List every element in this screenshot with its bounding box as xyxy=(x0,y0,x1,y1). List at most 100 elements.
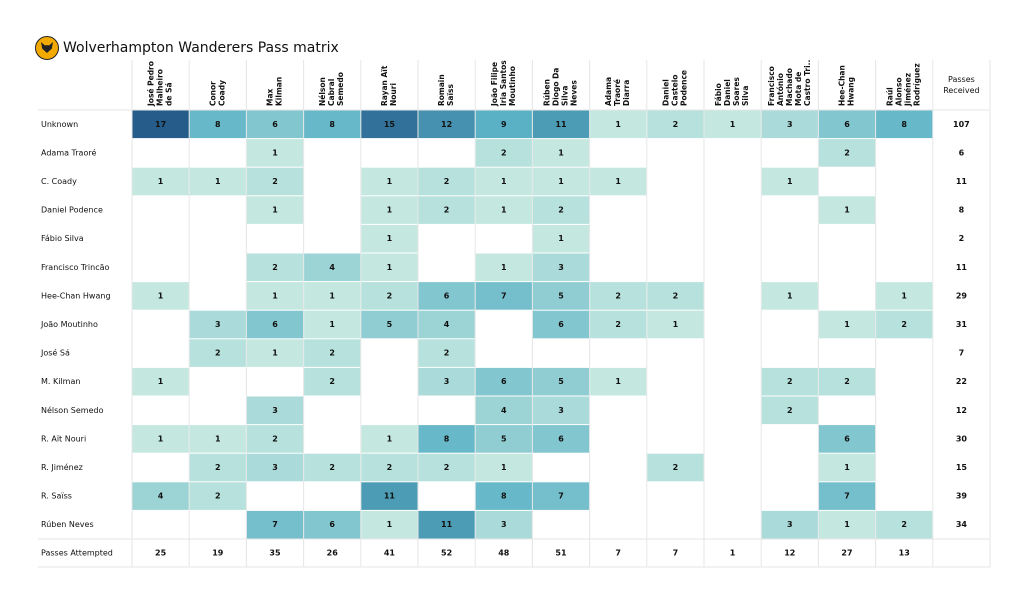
column-header: Traoré xyxy=(613,79,622,106)
heatmap-cell xyxy=(818,510,876,539)
column-header: Max xyxy=(266,88,275,106)
heatmap-cell xyxy=(590,310,647,339)
heatmap-cell xyxy=(818,310,876,339)
heatmap-cell xyxy=(532,139,590,167)
passes-received-value: 31 xyxy=(956,320,968,329)
heatmap-cell xyxy=(418,167,475,196)
cell-value: 6 xyxy=(444,291,450,300)
column-header: Francisco xyxy=(767,66,776,106)
heatmap-cell xyxy=(361,224,418,253)
row-label: R. Saïss xyxy=(41,492,72,501)
column-header: João Filipe xyxy=(490,62,499,107)
heatmap-cell xyxy=(532,425,590,453)
cell-value: 2 xyxy=(901,520,907,529)
cell-value: 2 xyxy=(787,377,793,386)
row-label: M. Kilman xyxy=(41,377,80,386)
cell-value: 1 xyxy=(501,206,507,215)
cell-value: 1 xyxy=(158,177,164,186)
cell-value: 1 xyxy=(215,434,221,443)
heatmap-cell xyxy=(475,510,532,539)
heatmap-cell xyxy=(246,253,304,282)
heatmap-cell xyxy=(189,482,246,510)
row-label: Francisco Trincão xyxy=(41,263,110,272)
heatmap-cell xyxy=(246,396,304,425)
heatmap-cell xyxy=(818,139,876,167)
cell-value: 3 xyxy=(787,520,793,529)
cell-value: 9 xyxy=(501,120,507,129)
heatmap-cell xyxy=(304,453,361,482)
cell-value: 2 xyxy=(329,349,335,358)
heatmap-cell xyxy=(304,310,361,339)
heatmap-cell xyxy=(246,282,304,310)
cell-value: 1 xyxy=(501,263,507,272)
row-label: Fábio Silva xyxy=(41,234,84,243)
column-header: Silva xyxy=(741,86,750,107)
column-header: Castro Tri.. xyxy=(803,60,812,106)
cell-value: 1 xyxy=(787,177,793,186)
passes-attempted-value: 48 xyxy=(498,549,510,558)
heatmap-cell xyxy=(246,196,304,224)
heatmap-cell xyxy=(361,482,418,510)
cell-value: 1 xyxy=(901,291,907,300)
passes-received-value: 11 xyxy=(956,177,968,186)
heatmap-cell xyxy=(132,110,189,139)
heatmap-cell xyxy=(761,282,818,310)
cell-value: 1 xyxy=(844,520,850,529)
cell-value: 1 xyxy=(558,177,564,186)
cell-value: 1 xyxy=(615,120,621,129)
heatmap-cell xyxy=(189,110,246,139)
heatmap-cell xyxy=(418,339,475,367)
heatmap-cell xyxy=(532,396,590,425)
cell-value: 1 xyxy=(272,148,278,157)
column-header: de Sá xyxy=(165,82,174,106)
cell-value: 1 xyxy=(501,177,507,186)
column-header: Hwang xyxy=(847,77,856,106)
passes-received-value: 39 xyxy=(956,492,968,501)
heatmap-cell xyxy=(361,510,418,539)
heatmap-cell xyxy=(418,367,475,396)
heatmap-cell xyxy=(189,453,246,482)
cell-value: 17 xyxy=(155,120,166,129)
passes-attempted-value: 12 xyxy=(784,549,795,558)
heatmap-cell xyxy=(647,310,704,339)
cell-value: 1 xyxy=(844,206,850,215)
column-header: Diogo Da xyxy=(552,68,561,106)
cell-value: 5 xyxy=(558,291,564,300)
heatmap-cell xyxy=(818,196,876,224)
heatmap-cell xyxy=(132,282,189,310)
row-label: José Sá xyxy=(40,348,70,358)
column-header: Podence xyxy=(679,70,688,106)
cell-value: 4 xyxy=(501,406,507,415)
passes-received-value: 29 xyxy=(956,291,968,300)
passes-attempted-value: 35 xyxy=(269,549,281,558)
cell-value: 2 xyxy=(673,291,679,300)
cell-value: 8 xyxy=(901,120,907,129)
cell-value: 2 xyxy=(272,434,278,443)
heatmap-cell xyxy=(647,453,704,482)
heatmap-cell xyxy=(647,282,704,310)
heatmap-cell xyxy=(475,196,532,224)
cell-value: 2 xyxy=(558,206,564,215)
heatmap-cell xyxy=(189,167,246,196)
cell-value: 6 xyxy=(272,320,278,329)
passes-attempted-value: 7 xyxy=(673,549,679,558)
column-header: António xyxy=(776,73,785,106)
cell-value: 1 xyxy=(787,291,793,300)
passes-received-value: 11 xyxy=(956,263,968,272)
heatmap-cell xyxy=(761,110,818,139)
heatmap-cell xyxy=(246,453,304,482)
column-header: Daniel xyxy=(723,79,732,106)
cell-value: 1 xyxy=(387,177,393,186)
heatmap-cell xyxy=(532,310,590,339)
heatmap-cell xyxy=(475,425,532,453)
heatmap-cell xyxy=(361,282,418,310)
cell-value: 6 xyxy=(558,320,564,329)
cell-value: 2 xyxy=(329,463,335,472)
heatmap-cell xyxy=(361,425,418,453)
heatmap-cell xyxy=(304,110,361,139)
cell-value: 1 xyxy=(387,520,393,529)
heatmap-cell xyxy=(246,339,304,367)
cell-value: 3 xyxy=(787,120,793,129)
passes-attempted-value: 27 xyxy=(841,549,852,558)
column-header: Jiménez xyxy=(904,73,913,107)
